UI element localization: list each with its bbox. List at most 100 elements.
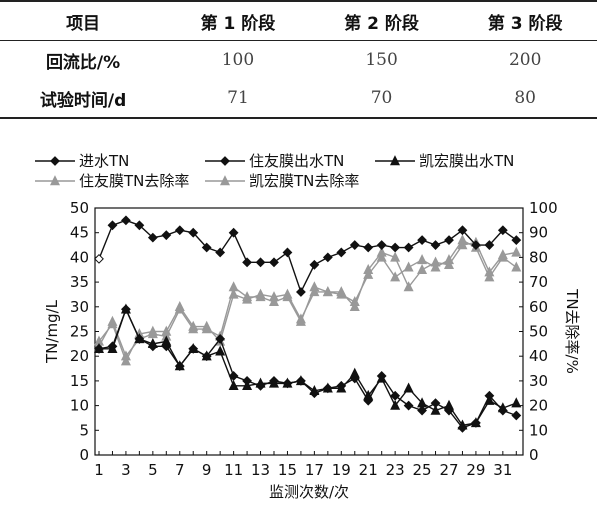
data-point (430, 240, 441, 250)
series-line (98, 241, 517, 358)
legend-label: 凯宏膜TN去除率 (249, 172, 359, 190)
data-point (242, 257, 252, 268)
x-tick-label: 13 (251, 461, 270, 479)
y-tick-label: 25 (70, 323, 89, 341)
data-point (417, 405, 427, 416)
data-point (444, 235, 454, 246)
data-point (201, 242, 212, 253)
data-point (417, 235, 427, 246)
data-point (220, 156, 230, 166)
x-tick-label: 3 (121, 461, 131, 479)
y-tick-label: 45 (70, 224, 89, 242)
data-point (120, 355, 131, 366)
data-point (443, 258, 455, 270)
data-point (309, 384, 320, 395)
table-header-row: 项目 第 1 阶段 第 2 阶段 第 3 阶段 (0, 1, 597, 41)
data-point (282, 291, 293, 302)
x-tick-label: 25 (413, 461, 432, 479)
legend-label: 住友膜出水TN (249, 152, 344, 170)
data-point (215, 247, 226, 258)
y2-tick-label: 30 (529, 372, 548, 390)
data-point (484, 266, 495, 277)
data-point (497, 225, 508, 236)
data-point (322, 252, 333, 263)
data-point (49, 175, 61, 186)
y2-tick-label: 20 (529, 397, 548, 415)
data-point (255, 377, 266, 388)
data-point (201, 323, 212, 334)
chart-plot-area (93, 215, 522, 433)
data-point (242, 291, 253, 302)
data-point (363, 389, 374, 400)
table-cell: 200 (508, 50, 542, 70)
data-point (376, 251, 387, 262)
legend-item: 凯宏膜出水TN (375, 152, 514, 170)
table-cell: 150 (365, 50, 398, 70)
x-tick-label: 29 (466, 461, 485, 479)
data-point (93, 342, 105, 353)
row-label: 试验时间/d (39, 90, 127, 111)
data-point (201, 350, 212, 361)
data-point (363, 242, 374, 253)
series-line (99, 307, 517, 427)
legend-item: 进水TN (35, 152, 129, 170)
row-label: 回流比/% (45, 52, 121, 73)
y-tick-label: 35 (70, 273, 89, 291)
data-point (403, 242, 414, 253)
data-point (282, 377, 293, 388)
data-point (430, 256, 441, 267)
y2-tick-label: 60 (529, 298, 548, 316)
data-point (403, 382, 414, 393)
data-point (147, 232, 158, 243)
data-point (309, 259, 320, 270)
legend-label: 凯宏膜出水TN (419, 152, 514, 170)
data-point (363, 263, 374, 274)
data-point (215, 334, 226, 344)
data-point (174, 303, 185, 314)
series-3 (93, 234, 522, 366)
data-point (511, 397, 522, 408)
data-point (296, 287, 306, 297)
y2-tick-label: 50 (529, 323, 548, 341)
data-point (390, 242, 401, 253)
data-point (349, 300, 360, 311)
series-line (98, 219, 517, 294)
table-row: 试验时间/d 71 70 80 (0, 79, 597, 118)
y2-tick-label: 0 (529, 446, 539, 464)
y2-tick-label: 80 (529, 248, 548, 266)
y-tick-label: 50 (70, 199, 89, 217)
x-tick-label: 11 (224, 461, 243, 479)
data-point (147, 328, 158, 339)
x-tick-label: 15 (278, 461, 297, 479)
table-header-cell: 第 1 阶段 (200, 13, 276, 34)
data-point (349, 240, 360, 250)
y-tick-label: 15 (70, 372, 89, 390)
table-cell: 71 (227, 88, 249, 108)
y-axis-label: TN/mg/L (43, 299, 61, 364)
data-point (457, 225, 468, 236)
data-point (295, 375, 306, 386)
x-tick-label: 27 (439, 461, 458, 479)
x-tick-label: 21 (359, 461, 378, 479)
data-point (497, 249, 508, 260)
data-point (121, 215, 131, 226)
table-header-cell: 项目 (66, 13, 101, 34)
data-point (336, 286, 347, 297)
data-point (417, 397, 428, 408)
x-tick-label: 23 (386, 461, 405, 479)
data-point (309, 281, 320, 292)
data-point (443, 399, 455, 410)
y-tick-label: 30 (70, 298, 89, 316)
x-tick-label: 19 (332, 461, 351, 479)
series-2 (93, 303, 522, 430)
table-row: 回流比/% 100 150 200 (0, 41, 597, 80)
data-point (457, 419, 468, 430)
data-point (161, 230, 172, 241)
data-point (403, 281, 414, 292)
data-point (282, 247, 293, 258)
legend-label: 进水TN (79, 152, 129, 170)
x-tick-label: 5 (148, 461, 158, 479)
data-point (242, 380, 253, 391)
data-point (511, 261, 522, 272)
data-point (484, 394, 495, 405)
